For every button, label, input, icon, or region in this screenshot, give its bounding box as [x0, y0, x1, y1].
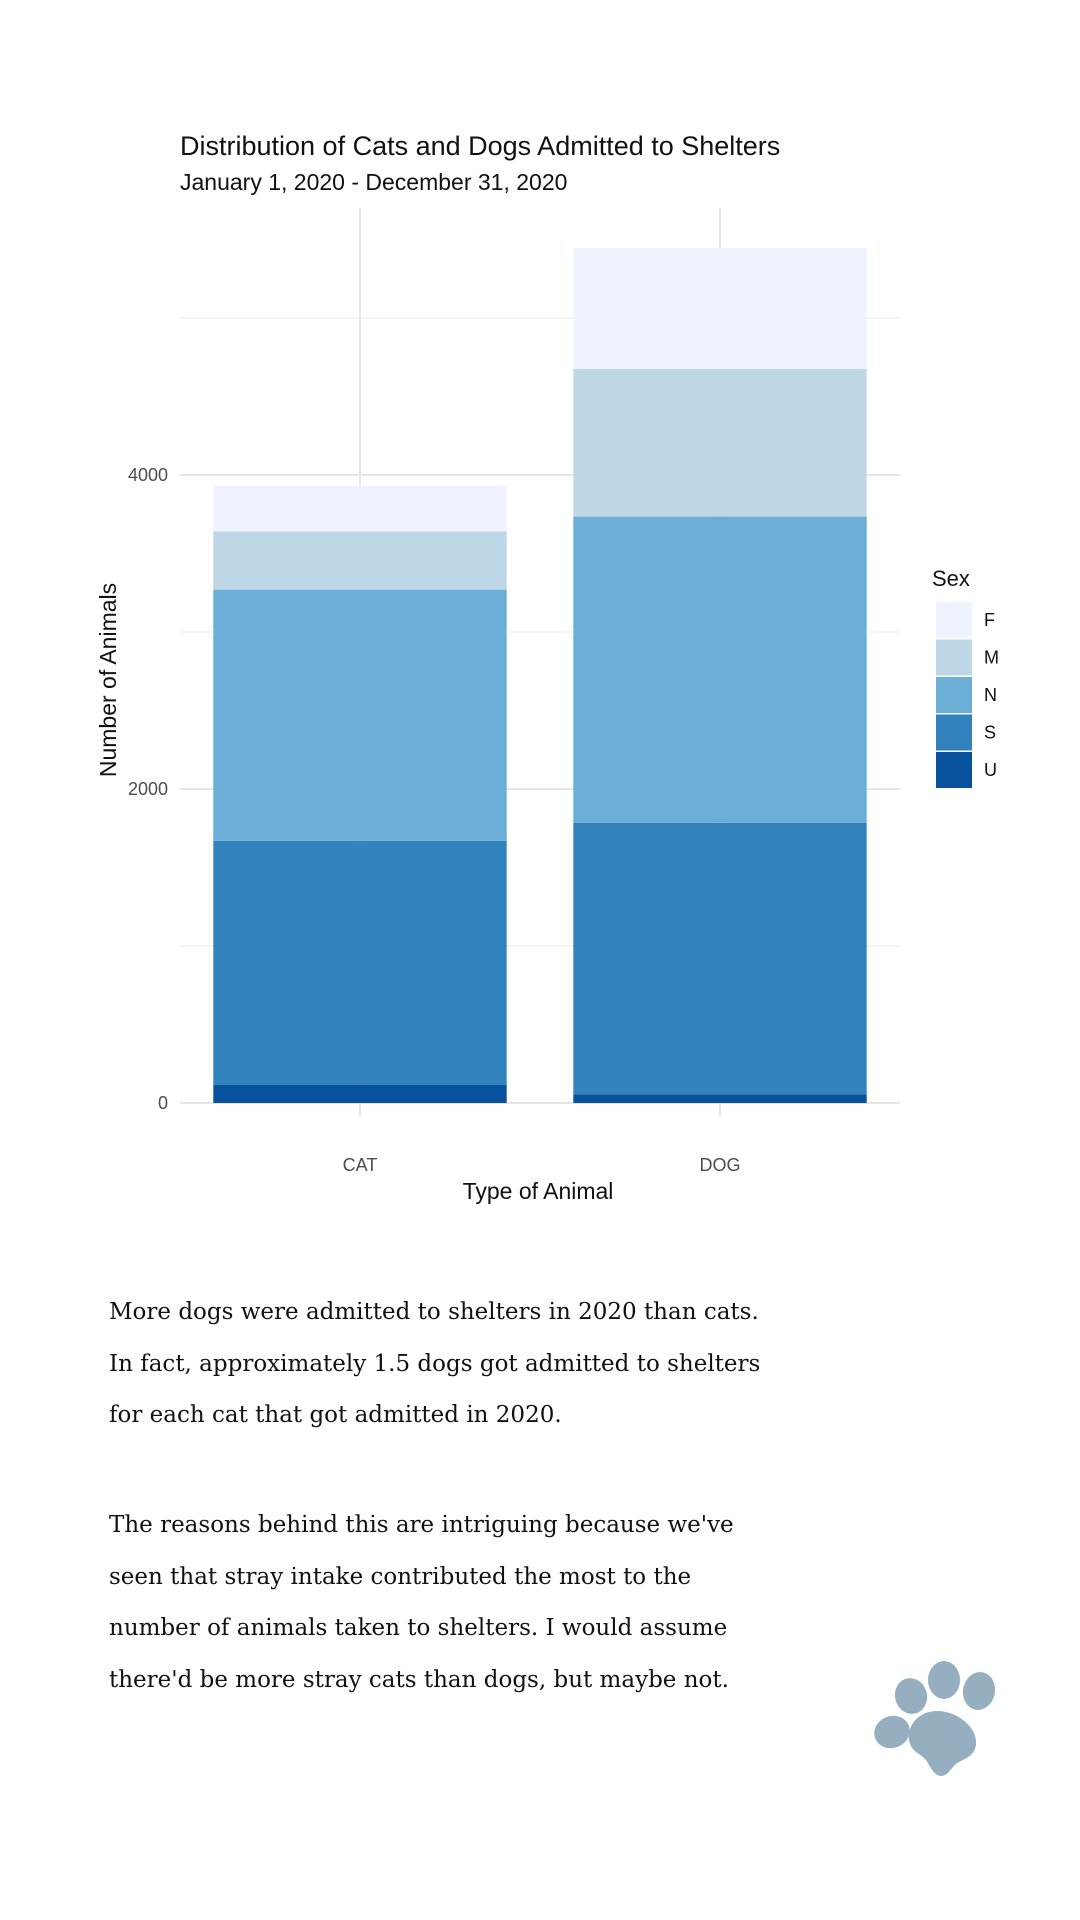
- legend-label-u: U: [984, 760, 997, 780]
- legend-label-m: M: [984, 648, 999, 668]
- bar-segment-cat-m: [213, 531, 507, 590]
- x-tick-label: CAT: [343, 1155, 378, 1175]
- x-axis-title: Type of Animal: [463, 1178, 614, 1204]
- legend-swatch-f: [936, 602, 972, 638]
- y-tick-label: 0: [158, 1093, 168, 1113]
- chart-title: Distribution of Cats and Dogs Admitted t…: [180, 131, 780, 161]
- bar-segment-cat-s: [213, 840, 507, 1085]
- y-tick-label: 4000: [128, 465, 168, 485]
- legend-swatch-u: [936, 752, 972, 788]
- paw-print-icon: [874, 1661, 996, 1776]
- bars: [213, 248, 867, 1103]
- legend-swatch-m: [936, 639, 972, 676]
- legend-label-n: N: [984, 685, 997, 705]
- narrative-paragraph-2: The reasons behind this are intriguing b…: [109, 1512, 734, 1693]
- bar-segment-dog-f: [573, 248, 867, 370]
- legend-label-s: S: [984, 723, 996, 743]
- legend-label-f: F: [984, 610, 995, 630]
- bar-segment-cat-n: [213, 589, 507, 841]
- bar-segment-cat-u: [213, 1084, 507, 1103]
- bar-segment-dog-n: [573, 516, 867, 823]
- bar-segment-dog-u: [573, 1094, 867, 1103]
- bar-segment-dog-s: [573, 822, 867, 1095]
- tick-labels: 0 2000 4000 CAT DOG: [128, 465, 741, 1175]
- bar-segment-cat-f: [213, 485, 507, 532]
- narrative-paragraph-1: More dogs were admitted to shelters in 2…: [109, 1299, 761, 1428]
- bar-segment-dog-m: [573, 369, 867, 517]
- legend-title: Sex: [932, 566, 970, 591]
- y-tick-label: 2000: [128, 779, 168, 799]
- chart-subtitle: January 1, 2020 - December 31, 2020: [180, 169, 567, 195]
- legend-swatch-s: [936, 714, 972, 751]
- x-tick-label: DOG: [699, 1155, 740, 1175]
- chart: 0 2000 4000 CAT DOG Distribution of Cats and…: [95, 131, 999, 1204]
- y-axis-title: Number of Animals: [95, 583, 121, 777]
- legend-swatch-n: [936, 677, 972, 713]
